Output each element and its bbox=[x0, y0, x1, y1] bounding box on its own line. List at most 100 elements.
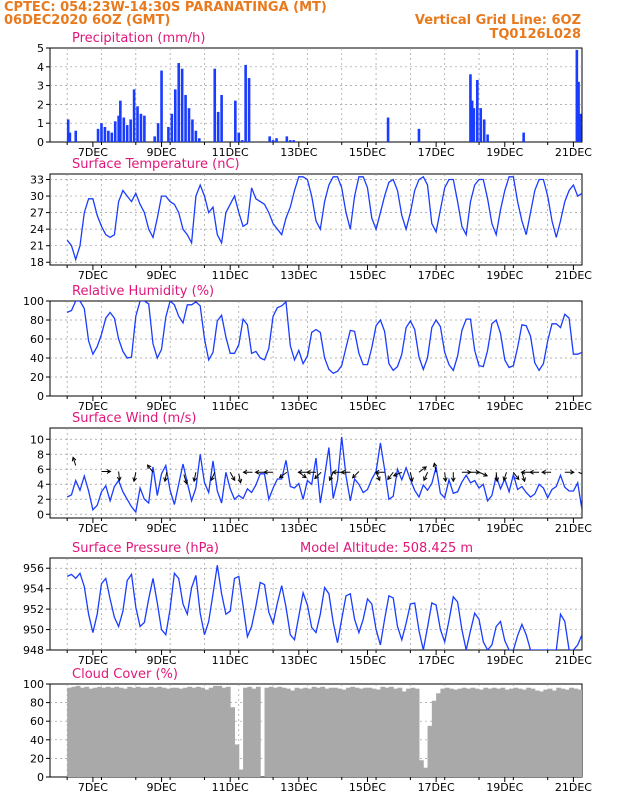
cloud-bar bbox=[393, 688, 399, 777]
precip-bar bbox=[68, 132, 72, 142]
precip-bar bbox=[191, 119, 194, 142]
precip-bar bbox=[479, 108, 483, 142]
cloud-bar bbox=[144, 687, 150, 777]
wind-arrow bbox=[352, 471, 360, 479]
precip-bar bbox=[578, 113, 582, 142]
x-tick-label: 7DEC bbox=[78, 522, 108, 535]
panel-data bbox=[66, 565, 582, 650]
panel-frame bbox=[49, 427, 583, 519]
panel-frame bbox=[49, 173, 583, 266]
wind-arrow-head bbox=[432, 462, 438, 468]
x-tick-label: 19DEC bbox=[486, 522, 523, 535]
precip-bar bbox=[122, 117, 126, 142]
cloud-bar bbox=[217, 685, 223, 777]
y-tick-label: 21 bbox=[30, 240, 44, 253]
panel-title: Surface Wind (m/s) bbox=[72, 411, 196, 426]
precip-bar bbox=[103, 126, 107, 142]
cloud-bar bbox=[564, 689, 570, 777]
wind-arrow-head bbox=[483, 472, 489, 477]
precip-bar bbox=[586, 119, 589, 142]
panel-title: Relative Humidity (%) bbox=[72, 284, 214, 299]
x-tick-label: 7DEC bbox=[78, 400, 108, 413]
x-tick-label: 19DEC bbox=[486, 146, 523, 159]
wind-arrow-head bbox=[278, 473, 284, 479]
y-tick-label: 950 bbox=[23, 624, 44, 637]
precip-bar bbox=[180, 68, 184, 142]
precip-bar bbox=[187, 108, 191, 142]
precip-bar bbox=[470, 100, 474, 142]
panel-frame bbox=[49, 300, 583, 397]
wind-arrow-head bbox=[305, 469, 311, 475]
cloud-bar bbox=[320, 686, 326, 777]
wind-arrow-head bbox=[374, 469, 380, 475]
cloud-bar bbox=[466, 688, 471, 777]
cloud-bar bbox=[148, 686, 154, 777]
y-tick-label: 952 bbox=[23, 603, 44, 616]
cloud-bar bbox=[440, 688, 446, 777]
wind-arrow bbox=[433, 463, 437, 473]
wind-arrow-head bbox=[183, 479, 188, 485]
cloud-bar bbox=[363, 687, 368, 777]
wind-arrow-head bbox=[529, 469, 534, 475]
x-tick-label: 17DEC bbox=[418, 146, 455, 159]
wind-arrow-head bbox=[71, 456, 77, 462]
panel-data bbox=[66, 436, 582, 514]
wind-arrow-head bbox=[254, 469, 260, 475]
wind-arrow bbox=[512, 471, 520, 480]
cloud-bar bbox=[521, 689, 527, 777]
precip-bar bbox=[417, 128, 421, 142]
cloud-bar bbox=[131, 687, 137, 777]
precip-bar bbox=[194, 130, 198, 142]
y-tick-label: 10 bbox=[30, 433, 44, 446]
x-tick-label: 9DEC bbox=[146, 146, 176, 159]
x-tick-label: 19DEC bbox=[486, 400, 523, 413]
precip-bar bbox=[184, 95, 187, 142]
cloud-bar bbox=[200, 687, 205, 777]
x-tick-label: 17DEC bbox=[418, 522, 455, 535]
precip-bar bbox=[100, 123, 103, 142]
precip-bar bbox=[582, 123, 585, 142]
wind-arrow-head bbox=[132, 477, 137, 483]
cloud-bar bbox=[341, 689, 347, 777]
wind-arrow bbox=[503, 472, 507, 481]
precip-bar bbox=[153, 136, 156, 142]
wind-arrow-head bbox=[376, 476, 381, 482]
cloud-bar bbox=[221, 687, 227, 777]
cloud-bar bbox=[547, 688, 553, 777]
cloud-bar bbox=[333, 687, 338, 777]
cloud-bar bbox=[539, 691, 544, 777]
precip-bar bbox=[110, 132, 114, 142]
cloud-bar bbox=[414, 688, 420, 777]
cloud-bar bbox=[311, 686, 317, 777]
wind-arrow-head bbox=[340, 469, 346, 475]
cloud-bar bbox=[307, 688, 313, 777]
y-tick-label: 8 bbox=[37, 448, 44, 461]
precip-bar bbox=[271, 140, 275, 142]
cloud-bar bbox=[423, 767, 429, 777]
x-tick-label: 9DEC bbox=[146, 269, 176, 282]
wind-arrow bbox=[183, 474, 188, 484]
x-tick-label: 15DEC bbox=[349, 400, 386, 413]
wind-arrow-head bbox=[302, 473, 307, 479]
cloud-bar bbox=[285, 688, 291, 777]
y-tick-label: 2 bbox=[37, 493, 44, 506]
y-tick-label: 100 bbox=[23, 678, 44, 691]
x-tick-label: 13DEC bbox=[280, 654, 317, 667]
wind-arrow bbox=[418, 466, 427, 473]
x-tick-label: 15DEC bbox=[349, 146, 386, 159]
wind-arrow-head bbox=[263, 469, 268, 475]
wind-arrow-head bbox=[237, 478, 243, 484]
y-tick-label: 80 bbox=[30, 314, 44, 327]
x-tick-label: 15DEC bbox=[349, 654, 386, 667]
y-tick-label: 40 bbox=[30, 352, 44, 365]
cloud-bar bbox=[110, 687, 115, 777]
precip-bar bbox=[129, 119, 132, 142]
cloud-bar bbox=[418, 760, 424, 777]
cloud-bar bbox=[461, 687, 467, 777]
cloud-bar bbox=[431, 700, 437, 777]
precip-bar bbox=[237, 132, 241, 142]
precip-bar bbox=[472, 108, 476, 142]
wind-arrow-head bbox=[442, 477, 448, 483]
cloud-bar bbox=[92, 687, 98, 777]
cloud-bar bbox=[273, 687, 278, 777]
